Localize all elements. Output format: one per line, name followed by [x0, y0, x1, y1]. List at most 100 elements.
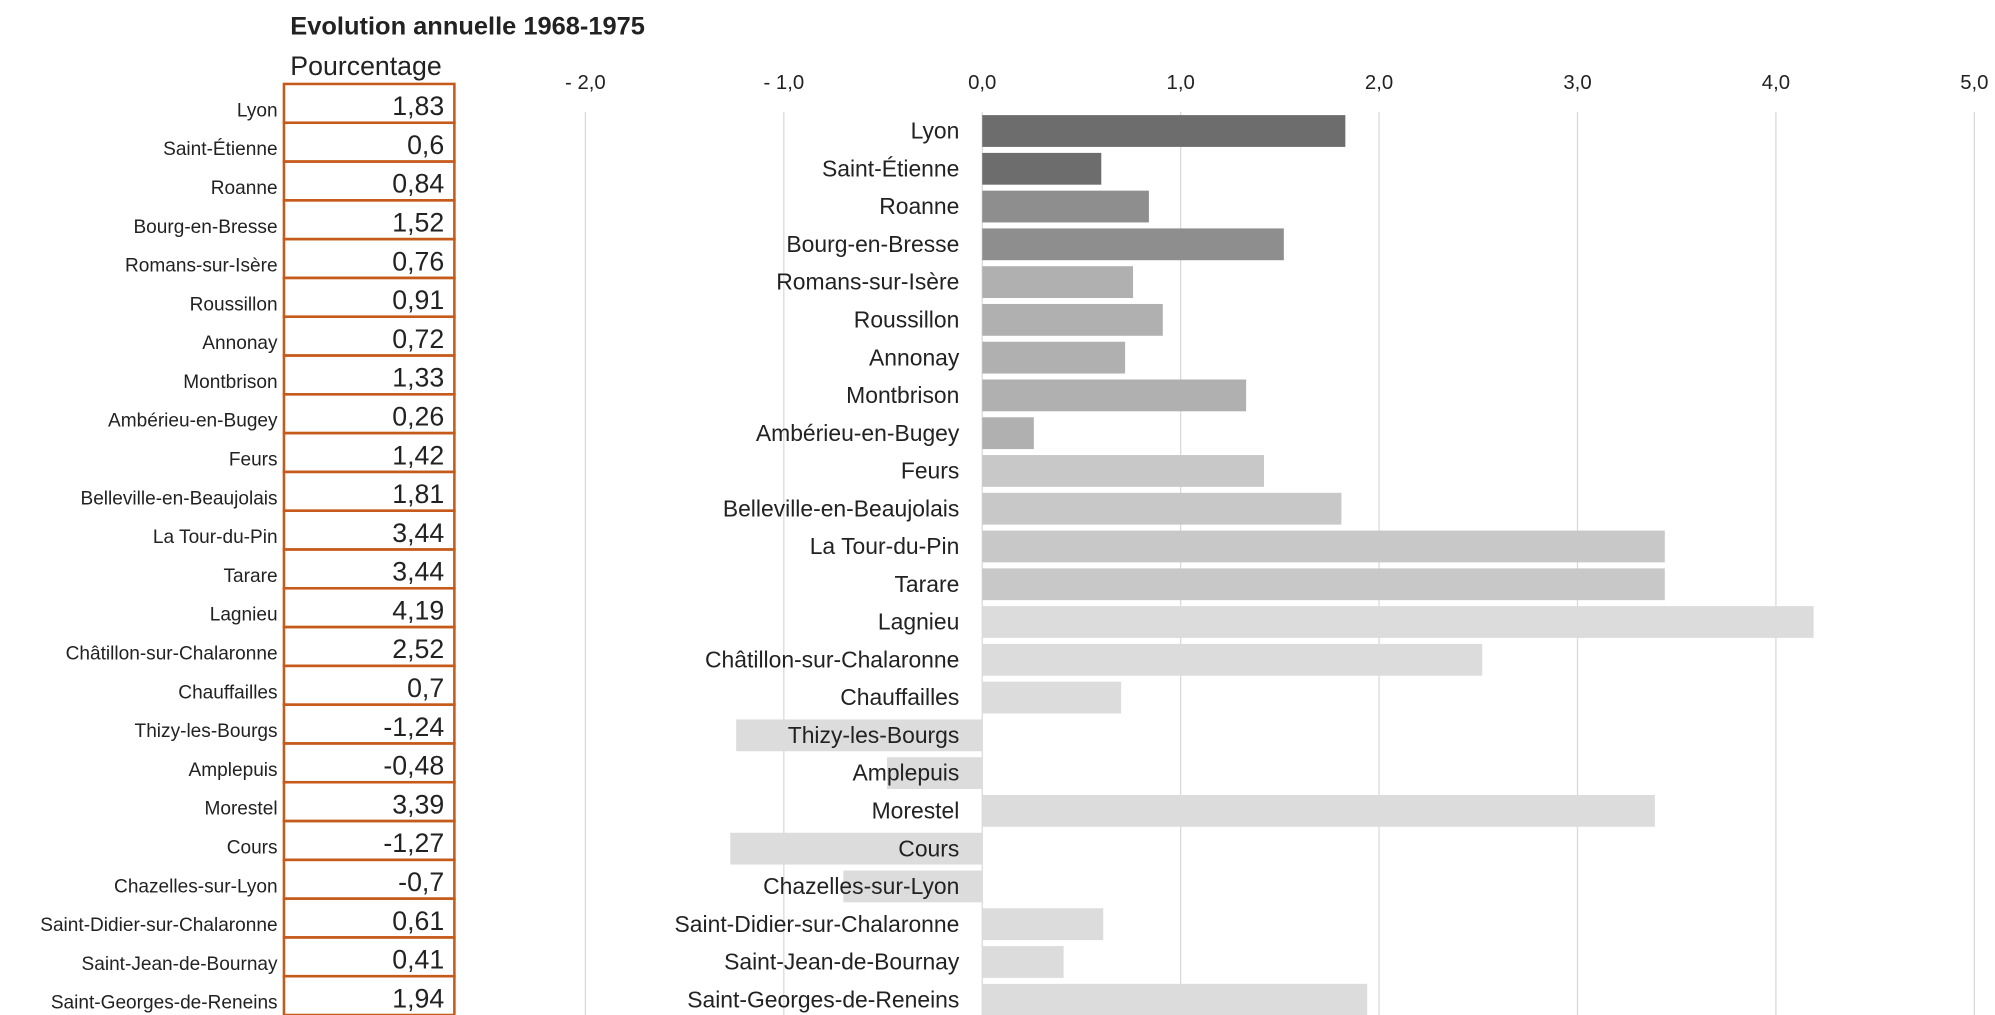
table-value: 3,39 — [392, 789, 444, 819]
table-value: 0,84 — [392, 169, 444, 199]
category-label: Châtillon-sur-Chalaronne — [705, 646, 959, 672]
bar — [982, 908, 1104, 941]
table-value: -1,27 — [383, 828, 444, 858]
bar — [982, 228, 1284, 261]
table-value: 1,33 — [392, 363, 444, 393]
table-value: -0,48 — [383, 751, 444, 781]
category-label: Romans-sur-Isère — [776, 269, 959, 295]
bar — [886, 757, 983, 790]
category-label: Belleville-en-Beaujolais — [723, 495, 960, 521]
bar — [843, 870, 983, 903]
category-label: Amplepuis — [853, 760, 960, 786]
table-row-label: Saint-Jean-de-Bournay — [82, 954, 279, 975]
category-label: Chauffailles — [840, 684, 959, 710]
category-label: Feurs — [901, 458, 959, 484]
table-value: -0,7 — [398, 867, 444, 897]
category-label: Morestel — [872, 798, 960, 824]
bar — [982, 266, 1134, 298]
table-value: 2,52 — [392, 634, 444, 664]
table-value: 0,26 — [392, 401, 444, 431]
table-value: 1,83 — [392, 91, 444, 121]
category-label: Cours — [898, 835, 959, 861]
table-row-label: Romans-sur-Isère — [125, 256, 278, 277]
table-row-label: Tarare — [224, 566, 278, 587]
table-header: Pourcentage — [290, 51, 441, 81]
bar — [982, 794, 1655, 827]
x-tick-label: 3,0 — [1563, 72, 1591, 94]
x-tick-label: 1,0 — [1167, 72, 1195, 94]
bar — [982, 681, 1122, 714]
table-value: 1,42 — [392, 440, 444, 470]
x-tick-label: 2,0 — [1365, 72, 1393, 94]
table-value: 0,72 — [392, 324, 444, 354]
bar — [982, 417, 1034, 450]
bar — [730, 832, 983, 865]
table-row-label: Belleville-en-Beaujolais — [80, 488, 277, 509]
category-label: Bourg-en-Bresse — [786, 231, 959, 257]
bar — [982, 643, 1483, 676]
table-value: 0,7 — [407, 673, 444, 703]
table-value: 0,76 — [392, 246, 444, 276]
table-row-label: Châtillon-sur-Chalaronne — [66, 643, 278, 664]
table-row-label: Amplepuis — [189, 760, 278, 781]
category-label: Thizy-les-Bourgs — [788, 722, 960, 748]
table-row-label: Ambérieu-en-Bugey — [108, 411, 278, 432]
table-row-label: Saint-Georges-de-Reneins — [51, 993, 278, 1014]
category-label: Saint-Didier-sur-Chalaronne — [675, 911, 960, 937]
table-value: 3,44 — [392, 557, 444, 587]
table-value: 0,41 — [392, 945, 444, 975]
table-value: 1,94 — [392, 983, 444, 1013]
category-label: Tarare — [894, 571, 959, 597]
table-row-label: Morestel — [204, 799, 277, 820]
table-value: 4,19 — [392, 595, 444, 625]
table-row-label: Feurs — [229, 450, 278, 471]
x-tick-label: - 2,0 — [565, 72, 606, 94]
category-label: La Tour-du-Pin — [810, 533, 960, 559]
table-row-label: Montbrison — [183, 372, 277, 393]
table-row-label: Saint-Didier-sur-Chalaronne — [40, 915, 277, 936]
bar — [982, 455, 1264, 487]
table-row-label: Chauffailles — [178, 682, 277, 703]
category-label: Chazelles-sur-Lyon — [763, 873, 959, 899]
category-label: Annonay — [869, 344, 960, 370]
bar — [982, 152, 1102, 185]
category-label: Lagnieu — [878, 609, 959, 635]
table-row-label: Annonay — [202, 333, 278, 354]
table-value: 1,52 — [392, 207, 444, 237]
bar — [982, 379, 1247, 412]
table-value: 0,6 — [407, 130, 444, 160]
bar — [982, 983, 1368, 1015]
x-tick-label: 4,0 — [1762, 72, 1790, 94]
category-label: Saint-Jean-de-Bournay — [724, 949, 960, 975]
table-row-label: Chazelles-sur-Lyon — [114, 876, 278, 897]
table-row-label: Roussillon — [190, 294, 278, 315]
table-cell — [282, 974, 456, 1015]
category-label: Roussillon — [854, 306, 960, 332]
table: Lyon 1,83 Saint-Étienne 0,6 Roanne 0,84 Bourg-… — [40, 82, 456, 1015]
table-value: 0,61 — [392, 906, 444, 936]
table-row-label: Cours — [227, 837, 278, 858]
x-tick-label: 0,0 — [968, 72, 996, 94]
chart-title: Evolution annuelle 1968-1975 — [290, 12, 645, 40]
category-label: Lyon — [911, 118, 960, 144]
bar — [982, 492, 1342, 525]
table-row-label: La Tour-du-Pin — [153, 527, 278, 548]
bar — [982, 341, 1126, 374]
x-tick-label: 5,0 — [1960, 72, 1988, 94]
bar — [982, 115, 1346, 147]
bar — [982, 606, 1814, 638]
bar — [982, 190, 1149, 223]
category-label: Roanne — [879, 193, 959, 219]
table-value: 1,81 — [392, 479, 444, 509]
table-value: 3,44 — [392, 518, 444, 548]
bar — [982, 568, 1665, 601]
table-row-label: Saint-Étienne — [163, 139, 277, 160]
table-value: 0,91 — [392, 285, 444, 315]
table-row-label: Lyon — [237, 100, 278, 121]
category-label: Montbrison — [846, 382, 959, 408]
x-tick-label: - 1,0 — [763, 72, 804, 94]
bar — [982, 946, 1064, 978]
category-label: Saint-Georges-de-Reneins — [687, 986, 959, 1012]
